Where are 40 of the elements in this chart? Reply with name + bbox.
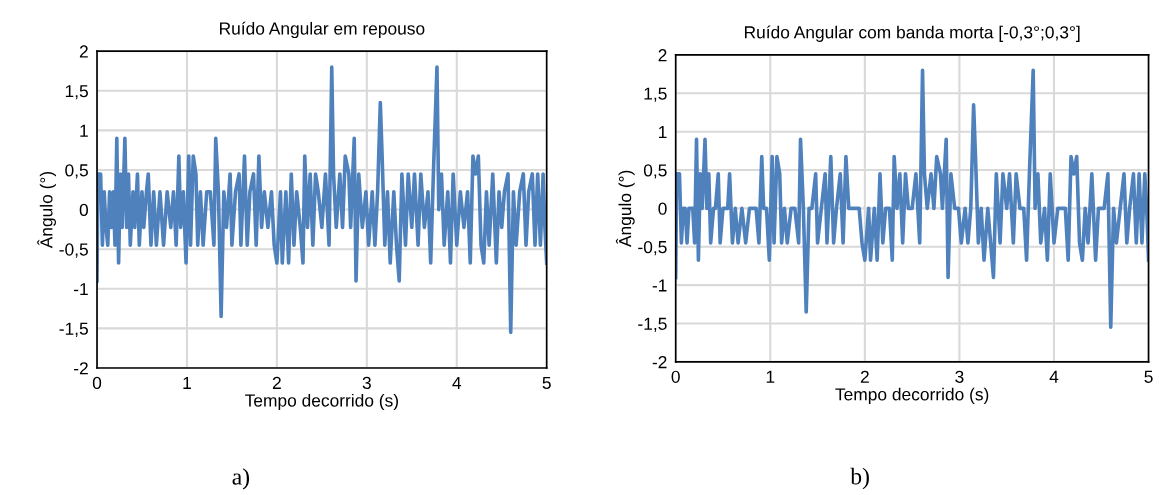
y-tick-label: 1,5 bbox=[65, 85, 88, 100]
y-tick-label: 1,5 bbox=[644, 87, 667, 102]
x-tick-label: 0 bbox=[92, 376, 102, 390]
chart-title: Ruído Angular com banda morta [-0,3°;0,3°] bbox=[744, 25, 1080, 42]
y-tick-label: 0,5 bbox=[643, 164, 667, 179]
chart-title: Ruído Angular em repouso bbox=[220, 21, 425, 39]
y-tick-label: -1,5 bbox=[59, 322, 88, 337]
text: b) bbox=[850, 467, 869, 490]
y-tick-label: 0 bbox=[79, 203, 88, 217]
y-axis-title: Ângulo (°) bbox=[615, 170, 635, 248]
x-tick-label: 2 bbox=[272, 376, 281, 389]
x-tick-label: 3 bbox=[955, 370, 964, 383]
y-tick-label: -0,5 bbox=[638, 240, 667, 256]
y-axis-title: Ângulo (°) bbox=[37, 171, 56, 249]
y-tick-label: 0,5 bbox=[65, 164, 88, 179]
y-tick-label: -2 bbox=[74, 362, 88, 375]
line-series bbox=[97, 65, 547, 335]
y-tick-label: 2 bbox=[79, 45, 88, 58]
x-tick-label: 0 bbox=[671, 370, 680, 383]
y-tick-label: 0 bbox=[658, 202, 667, 215]
x-tick-label: 5 bbox=[542, 376, 551, 390]
y-tick-label: 1 bbox=[659, 126, 667, 138]
line-series bbox=[675, 68, 1149, 330]
y-tick-label: -2 bbox=[652, 356, 667, 369]
x-tick-label: 5 bbox=[1144, 370, 1153, 383]
x-axis-title: Tempo decorrido (s) bbox=[245, 393, 398, 411]
y-tick-label: -1 bbox=[74, 283, 88, 296]
x-tick-label: 4 bbox=[1049, 370, 1059, 383]
x-tick-label: 4 bbox=[452, 376, 462, 389]
text: a) bbox=[232, 468, 250, 490]
x-tick-label: 1 bbox=[766, 370, 775, 383]
y-tick-label: 2 bbox=[658, 49, 667, 62]
y-tick-label: 1 bbox=[80, 124, 88, 137]
x-tick-label: 1 bbox=[183, 376, 191, 389]
x-tick-label: 3 bbox=[362, 376, 371, 390]
y-tick-label: -1 bbox=[652, 279, 667, 292]
x-axis-title: Tempo decorrido (s) bbox=[835, 387, 989, 404]
x-tick-label: 2 bbox=[860, 370, 869, 383]
y-tick-label: -0,5 bbox=[59, 243, 88, 258]
y-tick-label: -1,5 bbox=[638, 317, 667, 332]
